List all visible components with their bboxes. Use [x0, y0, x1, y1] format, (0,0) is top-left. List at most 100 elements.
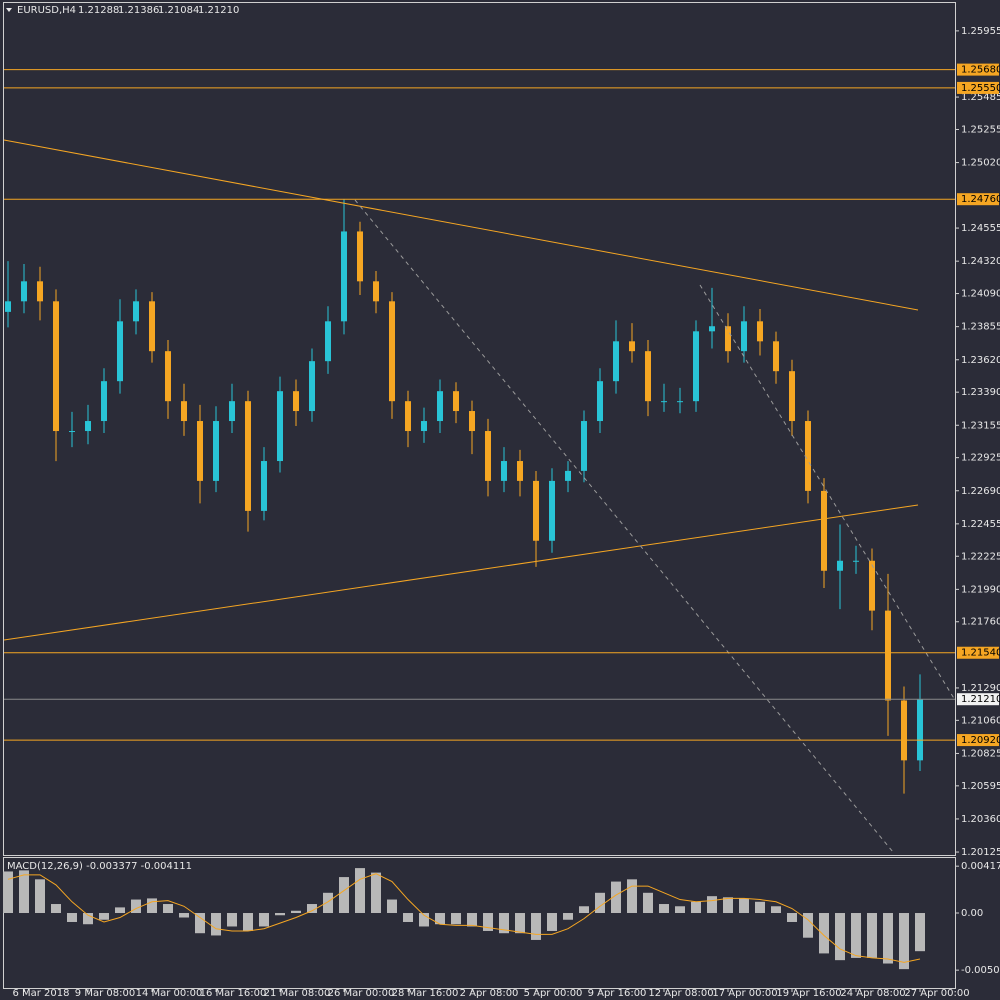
- candle-body: [677, 401, 683, 403]
- level-box: [957, 193, 999, 206]
- y-tick-label: 1.20825: [961, 748, 1000, 759]
- trend-line: [3, 139, 919, 311]
- macd-bar: [579, 906, 589, 914]
- macd-bar: [915, 913, 925, 952]
- x-tick-label: 5 Apr 00:00: [524, 988, 583, 999]
- macd-bar: [899, 913, 909, 970]
- macd-bar: [323, 892, 333, 914]
- candle-body: [421, 421, 427, 432]
- candle-body: [389, 301, 395, 402]
- macd-bar: [691, 901, 701, 914]
- candle-body: [837, 560, 843, 571]
- candle-body: [517, 461, 523, 481]
- y-tick-label: -0.00509: [961, 965, 1000, 976]
- macd-bar: [179, 913, 189, 918]
- y-tick-label: 1.20125: [961, 847, 1000, 858]
- macd-bar: [227, 913, 237, 927]
- y-tick-label: 1.22225: [961, 551, 1000, 562]
- y-tick-label: 1.21060: [961, 715, 1000, 726]
- candle-body: [341, 231, 347, 322]
- y-tick-label: 1.24555: [961, 223, 1000, 234]
- y-tick-label: 0.004172: [961, 861, 1000, 872]
- candle-body: [165, 351, 171, 402]
- y-tick-label: 1.23620: [961, 355, 1000, 366]
- level-box: [957, 63, 999, 76]
- macd-bar: [499, 913, 509, 934]
- y-tick-label: 1.20595: [961, 781, 1000, 792]
- menu-arrow[interactable]: [6, 8, 12, 12]
- candle-body: [213, 421, 219, 481]
- macd-bar: [611, 881, 621, 914]
- level-box: [957, 734, 999, 747]
- macd-bar: [467, 913, 477, 927]
- candle-body: [149, 301, 155, 352]
- header-high: 1.21386: [118, 5, 159, 16]
- macd-bar: [3, 871, 13, 914]
- main-frame: [3, 2, 956, 856]
- x-tick-label: 27 Apr 00:00: [904, 988, 969, 999]
- macd-bar: [595, 892, 605, 914]
- macd-bar: [547, 913, 557, 931]
- macd-bar: [627, 879, 637, 914]
- candle-body: [117, 321, 123, 382]
- candle-body: [53, 301, 59, 432]
- macd-bar: [643, 892, 653, 914]
- y-tick-label: 1.23855: [961, 322, 1000, 333]
- macd-bar: [707, 896, 717, 914]
- y-tick-label: 1.21990: [961, 584, 1000, 595]
- candle-body: [5, 301, 11, 312]
- y-tick-label: 1.25955: [961, 26, 1000, 37]
- macd-bar: [67, 913, 77, 922]
- x-tick-label: 12 Apr 08:00: [648, 988, 713, 999]
- candle-body: [565, 470, 571, 481]
- macd-bar: [451, 913, 461, 925]
- macd-bar: [115, 907, 125, 914]
- candle-body: [693, 331, 699, 402]
- macd-bar: [419, 913, 429, 927]
- macd-bar: [563, 913, 573, 920]
- y-tick-label: 1.23390: [961, 387, 1000, 398]
- x-tick-label: 2 Apr 08:00: [460, 988, 519, 999]
- y-tick-label: 1.22455: [961, 519, 1000, 530]
- candle-body: [293, 391, 299, 412]
- y-tick-label: 1.21290: [961, 683, 1000, 694]
- candle-body: [197, 421, 203, 481]
- macd-bar: [307, 904, 317, 914]
- macd-bar: [243, 913, 253, 931]
- level-label: 1.21540: [961, 648, 1000, 659]
- macd-bar: [83, 913, 93, 925]
- candle-body: [901, 700, 907, 761]
- x-tick-label: 21 Mar 08:00: [264, 988, 331, 999]
- macd-bar: [723, 897, 733, 914]
- candle-body: [469, 411, 475, 432]
- symbol-title: EURUSD,H4: [17, 5, 76, 16]
- candle-body: [645, 351, 651, 402]
- candle-body: [821, 490, 827, 571]
- channel-line: [354, 199, 894, 853]
- signal-line: [7, 873, 921, 963]
- macd-bar: [531, 913, 541, 940]
- macd-bar: [787, 913, 797, 922]
- x-tick-label: 6 Mar 2018: [12, 988, 69, 999]
- macd-title: MACD(12,26,9) -0.003377 -0.004111: [7, 861, 192, 872]
- candle-body: [629, 341, 635, 352]
- y-tick-label: 1.24320: [961, 256, 1000, 267]
- macd-bar: [147, 898, 157, 914]
- candle-body: [133, 301, 139, 322]
- channel-line: [699, 284, 956, 701]
- x-tick-label: 16 Mar 16:00: [200, 988, 267, 999]
- candle-body: [277, 391, 283, 462]
- level-label: 1.25680: [961, 65, 1000, 76]
- current-price-box: [957, 693, 999, 706]
- macd-bar: [19, 870, 29, 914]
- candle-body: [485, 431, 491, 481]
- y-tick-label: 1.22925: [961, 453, 1000, 464]
- trend-line: [3, 504, 919, 641]
- y-tick-label: 1.24090: [961, 289, 1000, 300]
- candle-body: [773, 341, 779, 372]
- macd-bar: [35, 879, 45, 914]
- candle-body: [805, 421, 811, 491]
- macd-bar: [851, 913, 861, 958]
